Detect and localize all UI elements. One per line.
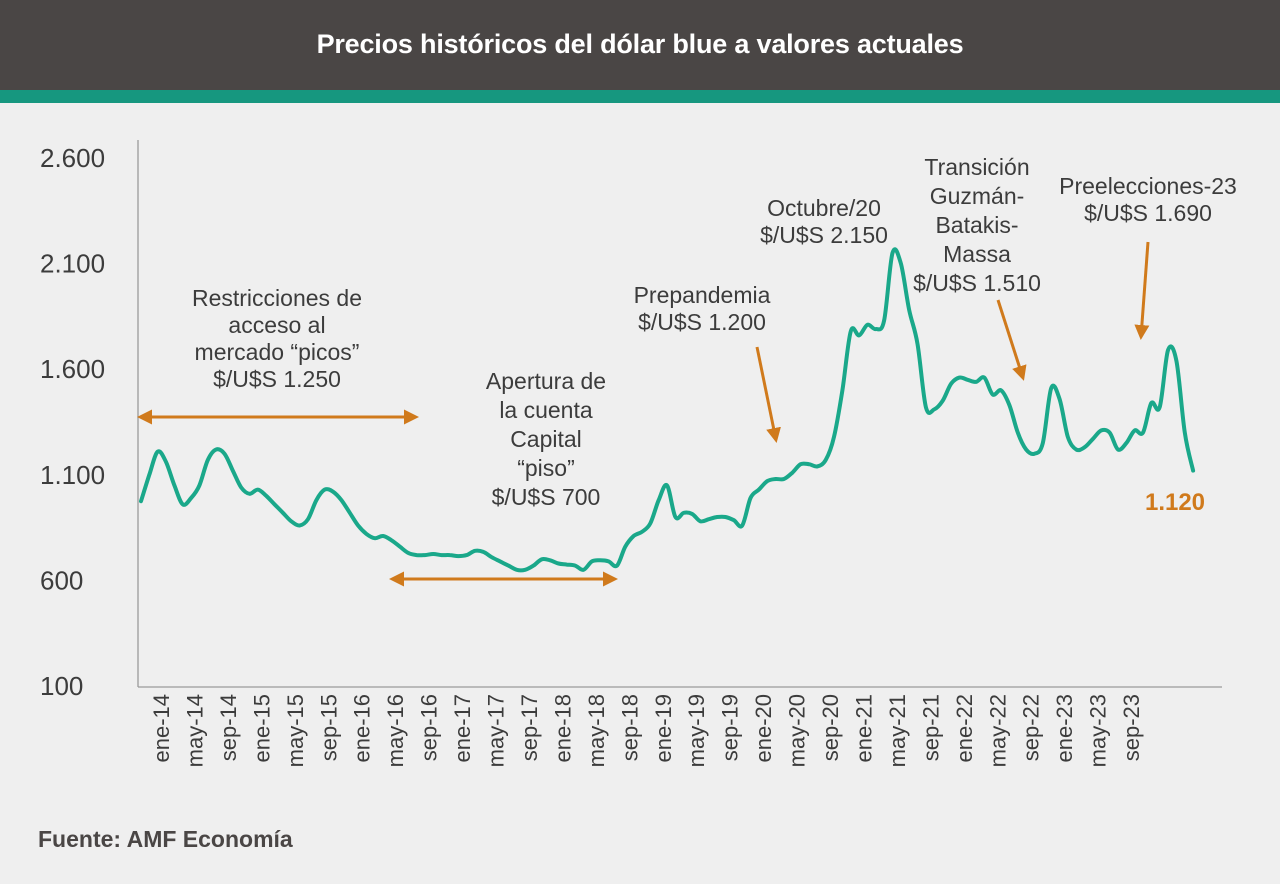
x-tick-label: may-16: [383, 694, 408, 767]
x-tick-label: ene-14: [149, 694, 174, 763]
y-tick-label: 600: [40, 565, 83, 595]
x-tick-label: sep-14: [216, 694, 241, 761]
x-tick-label: ene-22: [952, 694, 977, 763]
y-tick-label: 100: [40, 671, 83, 701]
annotation: Octubre/20$/U$S 2.150: [760, 195, 888, 248]
x-tick-label: sep-15: [316, 694, 341, 761]
y-tick-label: 1.100: [40, 460, 105, 490]
y-tick-label: 2.600: [40, 143, 105, 173]
chart-title: Precios históricos del dólar blue a valo…: [316, 28, 964, 59]
chart-header: Precios históricos del dólar blue a valo…: [0, 0, 1280, 90]
x-tick-label: sep-16: [417, 694, 442, 761]
x-tick-label: may-21: [885, 694, 910, 767]
x-tick-label: may-23: [1086, 694, 1111, 767]
annotation-line: Prepandemia: [634, 282, 771, 308]
annotation: Apertura de la cuenta Capital “piso” $/U$S 7…: [486, 368, 606, 510]
annotation-line: Batakis-: [935, 212, 1018, 238]
y-tick-label: 1.600: [40, 354, 105, 384]
annotation: Prepandemia$/U$S 1.200: [634, 282, 771, 335]
annotation-line: la cuenta: [499, 397, 593, 423]
x-tick-label: sep-18: [617, 694, 642, 761]
x-tick-label: ene-17: [450, 694, 475, 763]
x-tick-label: may-14: [182, 694, 207, 767]
annotation: Preelecciones-23$/U$S 1.690: [1059, 173, 1237, 226]
annotation-line: $/U$S 700: [492, 484, 601, 510]
annotation-line: Massa: [943, 241, 1011, 267]
x-tick-label: ene-15: [249, 694, 274, 763]
annotation-line: Apertura de: [486, 368, 606, 394]
annotation-line: $/U$S 1.510: [913, 270, 1041, 296]
annotation-line: Guzmán-: [930, 183, 1025, 209]
annotation-line: mercado “picos”: [195, 339, 360, 365]
annotation: Transición Guzmán- Batakis- Massa $/U$S 1.51…: [913, 154, 1041, 296]
x-tick-label: sep-21: [918, 694, 943, 761]
annotation-line: $/U$S 1.250: [213, 366, 341, 392]
pointer-arrow: [755, 346, 781, 443]
annotation-line: acceso al: [228, 312, 325, 338]
x-tick-label: may-22: [985, 694, 1010, 767]
annotation-line: “piso”: [517, 455, 575, 481]
last-value-label: 1.120: [1145, 489, 1205, 516]
x-tick-label: ene-19: [651, 694, 676, 763]
x-tick-label: may-15: [283, 694, 308, 767]
x-tick-label: may-19: [684, 694, 709, 767]
annotation-line: $/U$S 1.690: [1084, 200, 1212, 226]
x-tick-label: sep-17: [517, 694, 542, 761]
x-tick-label: may-18: [584, 694, 609, 767]
x-tick-label: ene-16: [350, 694, 375, 763]
x-tick-label: ene-18: [550, 694, 575, 763]
x-tick-label: sep-20: [818, 694, 843, 761]
x-tick-label: ene-21: [851, 694, 876, 763]
annotation-line: Preelecciones-23: [1059, 173, 1237, 199]
x-tick-label: may-17: [484, 694, 509, 767]
annotation-line: $/U$S 1.200: [638, 309, 766, 335]
annotation-line: Transición: [924, 154, 1029, 180]
pointer-arrow: [996, 299, 1027, 381]
x-tick-label: sep-19: [718, 694, 743, 761]
annotation-line: Octubre/20: [767, 195, 881, 221]
series-line: [139, 247, 1196, 573]
accent-bar: [0, 90, 1280, 103]
annotation-line: Restricciones de: [192, 285, 362, 311]
annotation-line: $/U$S 2.150: [760, 222, 888, 248]
x-tick-label: ene-23: [1052, 694, 1077, 763]
source-note: Fuente: AMF Economía: [38, 826, 293, 852]
x-tick-label: sep-23: [1119, 694, 1144, 761]
x-tick-label: may-20: [785, 694, 810, 767]
x-tick-label: ene-20: [751, 694, 776, 763]
annotation-line: Capital: [510, 426, 582, 452]
pointer-arrow: [1134, 241, 1150, 340]
x-tick-label: sep-22: [1019, 694, 1044, 761]
y-tick-label: 2.100: [40, 249, 105, 279]
